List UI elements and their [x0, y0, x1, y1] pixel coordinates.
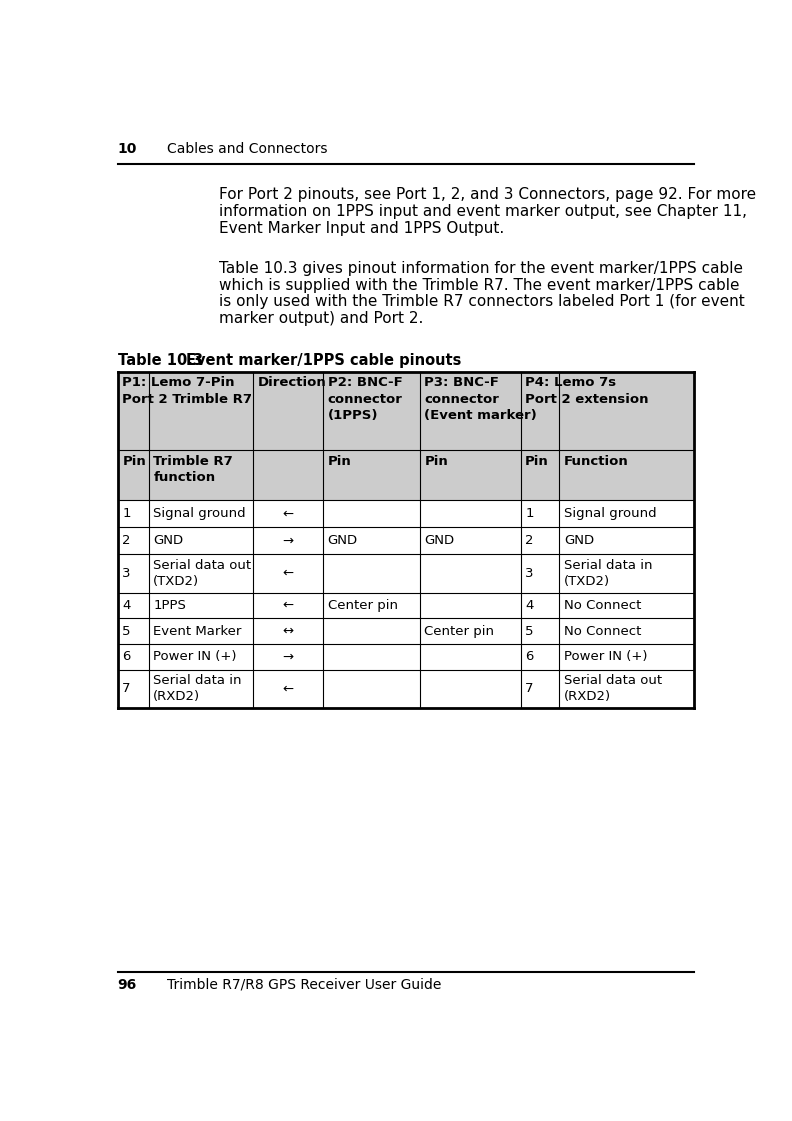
Text: Event Marker: Event Marker [153, 624, 242, 638]
Text: 2: 2 [525, 535, 534, 547]
Text: 3: 3 [525, 567, 534, 580]
Text: GND: GND [564, 535, 594, 547]
Text: Pin: Pin [122, 455, 146, 467]
Text: Pin: Pin [328, 455, 352, 467]
Text: Function: Function [564, 455, 629, 467]
Text: Event Marker Input and 1PPS Output.: Event Marker Input and 1PPS Output. [219, 221, 505, 235]
Text: P2: BNC-F
connector
(1PPS): P2: BNC-F connector (1PPS) [328, 377, 402, 423]
Text: 4: 4 [122, 599, 131, 612]
Text: 1PPS: 1PPS [153, 599, 186, 612]
Text: Serial data out
(TXD2): Serial data out (TXD2) [153, 559, 251, 587]
Text: Signal ground: Signal ground [153, 507, 246, 520]
Text: Power IN (+): Power IN (+) [564, 650, 648, 664]
Text: P3: BNC-F
connector
(Event marker): P3: BNC-F connector (Event marker) [425, 377, 537, 423]
Text: 5: 5 [122, 624, 131, 638]
Text: ↔: ↔ [283, 624, 294, 638]
Text: 5: 5 [525, 624, 534, 638]
Text: Serial data in
(RXD2): Serial data in (RXD2) [153, 675, 242, 703]
Text: →: → [283, 535, 294, 547]
Text: Center pin: Center pin [425, 624, 494, 638]
Text: 1: 1 [122, 507, 131, 520]
Text: Serial data in
(TXD2): Serial data in (TXD2) [564, 559, 653, 587]
Text: is only used with the Trimble R7 connectors labeled Port 1 (for event: is only used with the Trimble R7 connect… [219, 295, 744, 309]
Text: ←: ← [283, 507, 294, 520]
Text: GND: GND [153, 535, 184, 547]
Text: ←: ← [283, 599, 294, 612]
Text: 6: 6 [525, 650, 534, 664]
Text: Cables and Connectors: Cables and Connectors [167, 142, 328, 156]
Text: Power IN (+): Power IN (+) [153, 650, 237, 664]
Text: 1: 1 [525, 507, 534, 520]
Text: ←: ← [283, 567, 294, 580]
Text: ←: ← [283, 683, 294, 695]
Text: marker output) and Port 2.: marker output) and Port 2. [219, 312, 424, 326]
Text: P4: Lemo 7s
Port 2 extension: P4: Lemo 7s Port 2 extension [525, 377, 649, 406]
Text: 4: 4 [525, 599, 534, 612]
Text: 10: 10 [117, 142, 137, 156]
Text: Trimble R7
function: Trimble R7 function [153, 455, 233, 484]
Text: which is supplied with the Trimble R7. The event marker/1PPS cable: which is supplied with the Trimble R7. T… [219, 278, 740, 293]
Text: Event marker/1PPS cable pinouts: Event marker/1PPS cable pinouts [186, 353, 461, 368]
Text: 6: 6 [122, 650, 131, 664]
Bar [117, 451, 695, 500]
Text: Signal ground: Signal ground [564, 507, 657, 520]
Text: 3: 3 [122, 567, 131, 580]
Text: 7: 7 [525, 683, 534, 695]
Text: GND: GND [328, 535, 358, 547]
Text: Table 10.3 gives pinout information for the event marker/1PPS cable: Table 10.3 gives pinout information for … [219, 260, 743, 276]
Text: For Port 2 pinouts, see Port 1, 2, and 3 Connectors, page 92. For more: For Port 2 pinouts, see Port 1, 2, and 3… [219, 187, 756, 202]
Text: →: → [283, 650, 294, 664]
Text: Trimble R7/R8 GPS Receiver User Guide: Trimble R7/R8 GPS Receiver User Guide [167, 978, 442, 992]
Text: information on 1PPS input and event marker output, see Chapter 11,: information on 1PPS input and event mark… [219, 204, 747, 219]
Text: Direction: Direction [258, 377, 326, 389]
Text: Center pin: Center pin [328, 599, 398, 612]
Text: Table 10.3: Table 10.3 [117, 353, 203, 368]
Text: Serial data out
(RXD2): Serial data out (RXD2) [564, 675, 662, 703]
Text: 7: 7 [122, 683, 131, 695]
Bar [117, 372, 695, 451]
Text: Pin: Pin [525, 455, 549, 467]
Text: Pin: Pin [425, 455, 448, 467]
Text: P1: Lemo 7-Pin
Port 2 Trimble R7: P1: Lemo 7-Pin Port 2 Trimble R7 [122, 377, 252, 406]
Text: GND: GND [425, 535, 455, 547]
Text: No Connect: No Connect [564, 624, 642, 638]
Text: No Connect: No Connect [564, 599, 642, 612]
Text: 2: 2 [122, 535, 131, 547]
Text: 96: 96 [117, 978, 137, 992]
